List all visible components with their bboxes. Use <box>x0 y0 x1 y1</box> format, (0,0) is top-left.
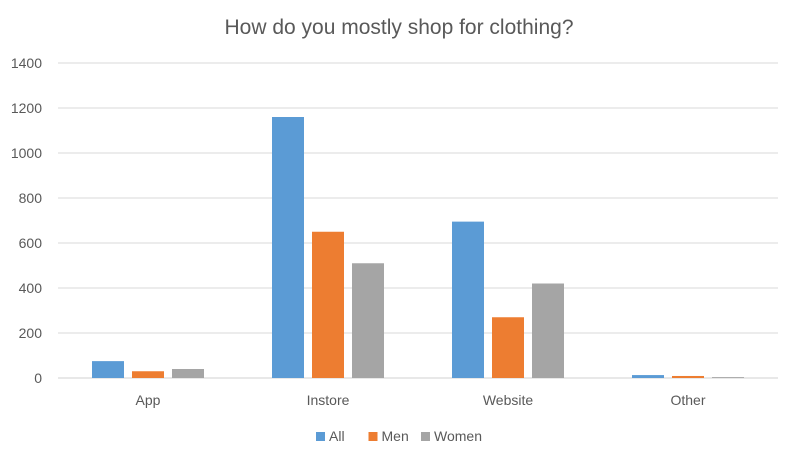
y-tick-label: 1400 <box>11 55 42 71</box>
bar-men-website <box>492 317 524 378</box>
y-tick-label: 600 <box>19 235 43 251</box>
x-tick-label: Instore <box>307 392 350 408</box>
bar-all-app <box>92 361 124 378</box>
legend-label: Men <box>382 428 409 444</box>
legend-label: All <box>329 428 345 444</box>
bar-women-app <box>172 369 204 378</box>
legend-swatch-women <box>421 432 430 441</box>
bar-women-other <box>712 377 744 378</box>
bar-women-instore <box>352 263 384 378</box>
y-tick-label: 1200 <box>11 100 42 116</box>
y-tick-label: 1000 <box>11 145 42 161</box>
bar-men-app <box>132 371 164 378</box>
y-tick-label: 0 <box>34 370 42 386</box>
legend-label: Women <box>434 428 482 444</box>
x-tick-label: Other <box>670 392 705 408</box>
bar-all-website <box>452 221 484 378</box>
bar-women-website <box>532 283 564 378</box>
bar-men-other <box>672 375 704 378</box>
y-tick-label: 200 <box>19 325 43 341</box>
y-tick-label: 800 <box>19 190 43 206</box>
bar-men-instore <box>312 231 344 378</box>
x-tick-label: Website <box>483 392 534 408</box>
y-tick-label: 400 <box>19 280 43 296</box>
legend-swatch-all <box>316 432 325 441</box>
bar-all-instore <box>272 117 304 378</box>
x-tick-label: App <box>136 392 161 408</box>
bar-all-other <box>632 375 664 378</box>
legend-swatch-men <box>368 432 378 441</box>
chart-title: How do you mostly shop for clothing? <box>224 16 573 39</box>
